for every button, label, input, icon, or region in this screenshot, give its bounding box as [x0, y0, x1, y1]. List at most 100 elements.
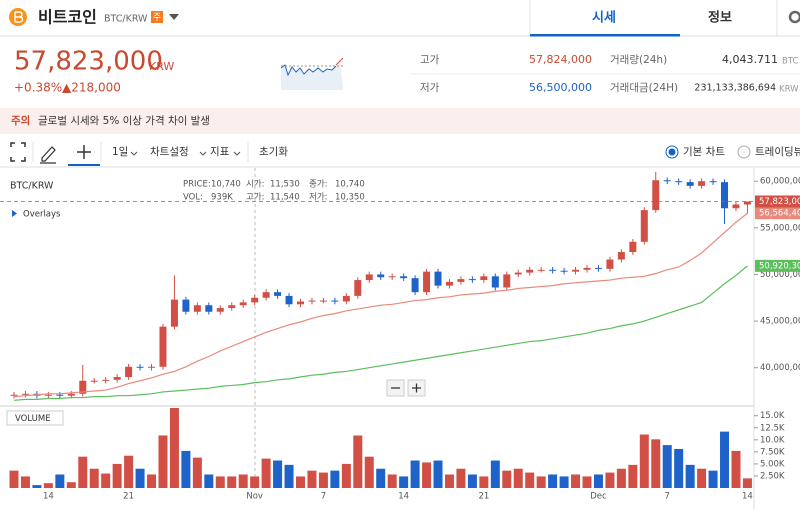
candle-body [113, 377, 121, 380]
badge-bg [151, 11, 163, 23]
volume-tick-label: 10.0K [760, 435, 785, 445]
draw-icon[interactable] [40, 146, 56, 164]
candle-body [148, 366, 156, 368]
volume-bar [467, 474, 477, 488]
volume-bar [318, 472, 328, 488]
candle-body [434, 271, 442, 286]
info-value: 11,530 [270, 180, 300, 190]
volume-bar [582, 476, 592, 488]
volume-bar [616, 468, 626, 488]
stat-label: 고가 [420, 54, 440, 66]
overlays-arrow[interactable] [12, 210, 17, 217]
radio[interactable] [737, 145, 751, 159]
dropdown[interactable] [169, 14, 179, 20]
chart-mode[interactable]: 기본 차트 [683, 146, 725, 158]
price-tag: 57,823,000 [759, 197, 800, 207]
volume-bar [502, 470, 512, 488]
volume-bar [662, 445, 672, 488]
overlays[interactable]: Overlays [23, 210, 61, 220]
candle-body [503, 274, 511, 288]
x-tick-label: 7 [665, 492, 670, 502]
candle-body [342, 295, 350, 302]
ma-tag: 56,564,400 [759, 209, 800, 219]
toolbar-item[interactable]: 1일 [112, 145, 128, 158]
volume-bar [341, 463, 351, 488]
candle-body [732, 204, 740, 209]
candle-body [663, 180, 671, 182]
reset-button[interactable]: 초기화 [259, 146, 288, 158]
volume-bar [78, 456, 88, 488]
volume-bar [124, 455, 134, 488]
change-rate: +0.38% [14, 81, 62, 95]
candle-body [675, 181, 683, 183]
ma-tag: 50,920,300 [759, 261, 800, 271]
coin-glyph [14, 11, 24, 23]
settings-icon[interactable] [788, 10, 800, 24]
volume-bar [376, 468, 386, 488]
toolbar-item[interactable]: 차트설정 [150, 146, 189, 158]
stat-label: 거래대금(24H) [610, 82, 678, 94]
volume-bar [364, 456, 374, 488]
volume-bar [639, 434, 649, 488]
badge: 주 [153, 12, 161, 23]
candle-body [709, 181, 717, 183]
radio-dot [668, 148, 676, 156]
volume-bar [490, 460, 500, 488]
crosshair-icon[interactable] [77, 145, 91, 159]
volume-bar [89, 468, 99, 488]
candle-body [44, 394, 52, 396]
candle-body [583, 267, 591, 270]
volume-bar [536, 476, 546, 488]
stat-unit: KRW [779, 85, 799, 95]
y-tick-label: 60,000,000 [760, 177, 800, 187]
candle-body [170, 299, 178, 327]
volume-bar [697, 468, 707, 488]
price: 57,823,000 [14, 47, 163, 77]
volume-bar [444, 474, 454, 488]
candle-body [606, 259, 614, 269]
symbol: BTC/KRW [10, 181, 54, 192]
candle-body [262, 292, 270, 298]
volume-bar [731, 450, 741, 488]
volume-bar [32, 485, 42, 488]
stat-unit: BTC [782, 57, 799, 67]
toolbar-item[interactable]: 지표 [210, 146, 230, 158]
volume-bar [387, 474, 397, 488]
candle-body [721, 182, 729, 209]
volume-bar [169, 408, 179, 488]
candle-body [491, 276, 499, 288]
x-tick-label: 21 [478, 492, 489, 502]
candle-body [686, 182, 694, 186]
tab[interactable]: 시세 [592, 11, 616, 26]
fullscreen-icon[interactable] [10, 142, 26, 162]
volume-label-box [6, 410, 64, 426]
volume-label: VOLUME [15, 414, 51, 424]
volume-bar [433, 460, 443, 488]
candle-body [411, 278, 419, 293]
candle-body [457, 279, 465, 282]
chevron [199, 151, 207, 156]
x-tick-label: Nov [246, 492, 263, 502]
candle-body [400, 276, 408, 279]
candle-body [537, 269, 545, 271]
volume-tick-label: 2.50K [760, 471, 785, 481]
candle-body [285, 295, 293, 305]
volume-bar [479, 476, 489, 488]
chevron [233, 151, 241, 156]
candle-body [514, 272, 522, 275]
volume-bar [548, 474, 558, 488]
stat-value: 56,500,000 [529, 81, 592, 94]
volume-bar [525, 472, 535, 488]
ma-tag-bg [755, 207, 800, 220]
chart-mode[interactable]: 트레이딩뷰 [755, 146, 800, 158]
volume-bar [284, 464, 294, 488]
x-tick-label: 14 [742, 492, 753, 502]
volume-bar [20, 476, 30, 488]
change-amount: ▲218,000 [62, 81, 121, 95]
tab[interactable]: 정보 [708, 10, 732, 26]
info-value: 11,540 [270, 193, 300, 203]
info-label: 시가: [246, 180, 265, 190]
volume-bar [192, 457, 202, 488]
x-tick-label: 14 [398, 492, 409, 502]
